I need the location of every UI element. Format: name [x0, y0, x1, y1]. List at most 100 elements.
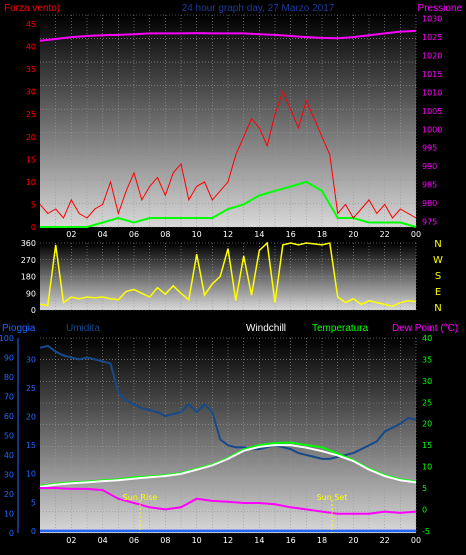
windchill-line [39, 444, 417, 488]
wind-x-tick: 00 [411, 230, 421, 239]
temp-x-tick: 22 [380, 536, 390, 545]
humidity-y-tick: 90 [4, 354, 14, 363]
pressure-y-tick: 1030 [422, 15, 442, 24]
humidity-y-tick: 50 [4, 432, 14, 441]
wind-x-tick: 20 [348, 230, 358, 239]
temperature-label: Temperatura [312, 323, 369, 334]
wind-y-tick: 40 [26, 43, 36, 52]
wind-x-tick: 18 [317, 230, 327, 239]
direction-y-tick: 0 [31, 306, 36, 315]
humidity-y-tick: 70 [4, 393, 14, 402]
temp-y-tick: 15 [422, 441, 432, 450]
temp-y-tick: 25 [422, 398, 432, 407]
pressure-axis-title: Pressione [418, 3, 463, 14]
humidity-y-tick: 0 [9, 529, 14, 538]
temp-y-tick: 30 [422, 377, 432, 386]
temp-x-tick: 10 [192, 536, 202, 545]
pressure-y-tick: 1020 [422, 52, 442, 61]
temp-y-tick: 20 [422, 420, 432, 429]
temp-x-tick: 18 [317, 536, 327, 545]
wind-y-tick: 5 [31, 200, 36, 209]
temp-x-tick: 04 [98, 536, 108, 545]
temp-x-tick: 06 [129, 536, 139, 545]
rain-y-tick: 10 [26, 470, 36, 479]
wind-x-tick: 08 [160, 230, 170, 239]
wind-x-tick: 14 [254, 230, 264, 239]
temp-y-tick: 0 [422, 505, 427, 514]
direction-y-tick: 270 [21, 256, 36, 265]
pressure-y-tick: 1005 [422, 107, 442, 116]
sunset-label: Sun Set [317, 493, 348, 502]
compass-label: E [435, 287, 441, 298]
wind-x-tick: 16 [286, 230, 296, 239]
direction-y-tick: 90 [26, 289, 36, 298]
pressure-y-tick: 980 [422, 199, 437, 208]
humidity-y-tick: 40 [4, 451, 14, 460]
wind-x-tick: 02 [66, 230, 76, 239]
humidity-label: Umidita [66, 323, 100, 334]
wind-y-tick: 45 [26, 20, 36, 29]
temp-x-tick: 02 [66, 536, 76, 545]
pressure-y-tick: 975 [422, 217, 437, 226]
direction-y-tick: 360 [21, 239, 36, 248]
temp-x-tick: 08 [160, 536, 170, 545]
wind-y-tick: 35 [26, 65, 36, 74]
compass-label: N [434, 303, 441, 314]
wind-y-tick: 15 [26, 155, 36, 164]
dewpoint-label: Dew Point (°C) [392, 323, 458, 334]
pressure-y-tick: 985 [422, 181, 437, 190]
wind-axis-title: Forza vento) [4, 3, 60, 14]
rain-y-tick: 30 [26, 355, 36, 364]
wind-line [39, 90, 417, 219]
temp-y-tick: -5 [422, 527, 430, 536]
humidity-y-tick: 10 [4, 510, 14, 519]
tick-labels: 0510152025303540459759809859909951000100… [0, 15, 443, 545]
rain-y-tick: 15 [26, 441, 36, 450]
direction-y-tick: 180 [21, 273, 36, 282]
pressure-y-tick: 1000 [422, 125, 442, 134]
wind-x-tick: 10 [192, 230, 202, 239]
humidity-y-tick: 20 [4, 490, 14, 499]
rain-y-tick: 0 [31, 527, 36, 536]
temp-y-tick: 35 [422, 355, 432, 364]
wind-y-tick: 0 [31, 223, 36, 232]
rain-y-tick: 20 [26, 413, 36, 422]
compass-label: S [435, 271, 441, 282]
pressure-y-tick: 1025 [422, 33, 442, 42]
wind-y-tick: 25 [26, 110, 36, 119]
temp-x-tick: 14 [254, 536, 264, 545]
wind-x-tick: 12 [223, 230, 233, 239]
humidity-y-tick: 60 [4, 412, 14, 421]
humidity-line [39, 344, 417, 460]
pressure-y-tick: 1015 [422, 70, 442, 79]
pressure-y-tick: 990 [422, 162, 437, 171]
rain-y-tick: 25 [26, 384, 36, 393]
rain-y-tick: 5 [31, 498, 36, 507]
temp-y-tick: 5 [422, 484, 427, 493]
temp-x-tick: 20 [348, 536, 358, 545]
rain-label: Pioggia [2, 323, 36, 334]
humidity-y-tick: 100 [0, 334, 14, 343]
wind-x-tick: 06 [129, 230, 139, 239]
wind-y-tick: 10 [26, 178, 36, 187]
compass-label: W [433, 255, 443, 266]
sunrise-label: Sun Rise [123, 493, 158, 502]
temp-x-tick: 16 [286, 536, 296, 545]
humidity-y-tick: 80 [4, 373, 14, 382]
chart-title: 24 hour graph day, 27 Marzo 2017 [182, 3, 335, 14]
temp-x-tick: 00 [411, 536, 421, 545]
temp-y-tick: 40 [422, 334, 432, 343]
wind-x-tick: 04 [98, 230, 108, 239]
humidity-y-tick: 30 [4, 471, 14, 480]
series-lines [39, 29, 417, 533]
pressure-line [39, 29, 417, 42]
compass-label: N [434, 239, 441, 250]
wind-y-tick: 30 [26, 88, 36, 97]
dewpoint-line [40, 487, 417, 515]
pressure-y-tick: 1010 [422, 88, 442, 97]
wind-x-tick: 22 [380, 230, 390, 239]
direction-line [39, 241, 417, 308]
windchill-label: Windchill [246, 323, 286, 334]
grid-lines [17, 14, 417, 534]
